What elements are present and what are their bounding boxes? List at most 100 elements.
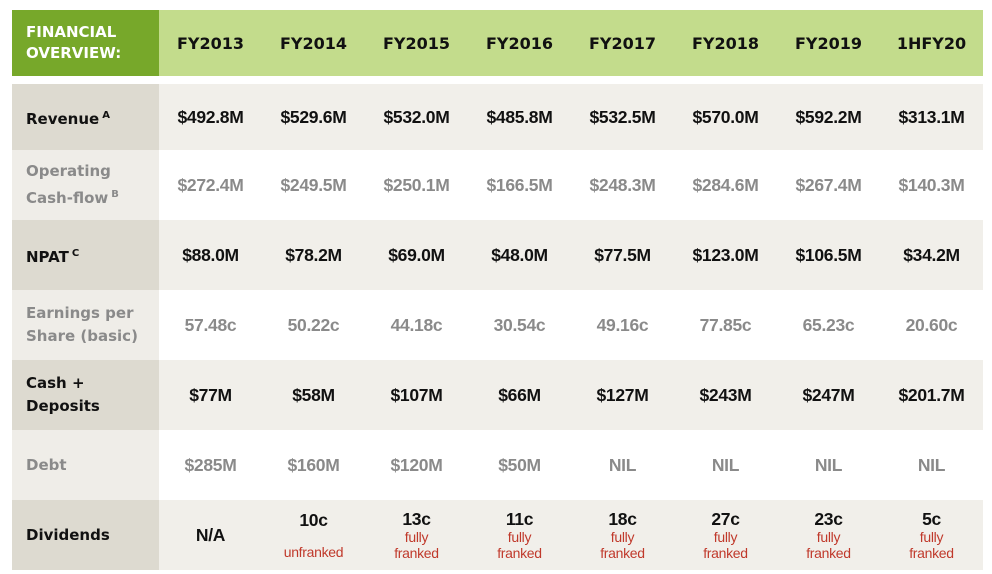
year-header: FY2013 xyxy=(159,10,262,76)
table-cell: $492.8M xyxy=(159,84,262,150)
table-cell: $77M xyxy=(159,360,262,430)
dividend-amount: 11c xyxy=(505,509,534,529)
franking-note: fully xyxy=(507,529,532,545)
franking-note: fully xyxy=(610,529,635,545)
table-row-npat: NPAT C $88.0M $78.2M $69.0M $48.0M $77.5M… xyxy=(12,220,983,290)
table-row-dividends: Dividends N/A 10c unfranked 13c fully fr… xyxy=(12,500,983,570)
dividend-cell: 23c fully franked xyxy=(777,500,880,570)
table-cell: NIL xyxy=(674,430,777,500)
header-row: FINANCIAL OVERVIEW: FY2013 FY2014 FY2015… xyxy=(12,10,983,76)
table-cell: 44.18c xyxy=(365,290,468,360)
table-row-debt: Debt $285M $160M $120M $50M NIL NIL NIL … xyxy=(12,430,983,500)
table-cell: 50.22c xyxy=(262,290,365,360)
dividend-amount: 13c xyxy=(402,509,431,529)
table-cell: 65.23c xyxy=(777,290,880,360)
table-row-eps: Earnings per Share (basic) 57.48c 50.22c … xyxy=(12,290,983,360)
table-cell: $77.5M xyxy=(571,220,674,290)
dividend-amount: N/A xyxy=(195,525,226,545)
year-header: FY2016 xyxy=(468,10,571,76)
table-cell: $592.2M xyxy=(777,84,880,150)
dividend-cell: 13c fully franked xyxy=(365,500,468,570)
franking-note: fully xyxy=(404,529,429,545)
franking-note: fully xyxy=(816,529,841,545)
row-label-operating-cash-flow: Operating Cash-flow B xyxy=(12,150,159,220)
table-cell: $247M xyxy=(777,360,880,430)
table-title-line1: FINANCIAL xyxy=(26,23,117,41)
table-cell: 57.48c xyxy=(159,290,262,360)
dividend-amount: 23c xyxy=(814,509,843,529)
table-cell: $272.4M xyxy=(159,150,262,220)
table-cell: $66M xyxy=(468,360,571,430)
footnote-marker: C xyxy=(71,247,80,259)
franking-note: franked xyxy=(497,545,542,561)
table-cell: $140.3M xyxy=(880,150,983,220)
table-cell: $50M xyxy=(468,430,571,500)
franking-note: franked xyxy=(394,545,439,561)
table-cell: $160M xyxy=(262,430,365,500)
table-cell: 20.60c xyxy=(880,290,983,360)
table-cell: $249.5M xyxy=(262,150,365,220)
table-cell: $570.0M xyxy=(674,84,777,150)
footnote-marker: B xyxy=(111,189,119,200)
year-header: FY2014 xyxy=(262,10,365,76)
year-header: FY2017 xyxy=(571,10,674,76)
row-label-npat: NPAT C xyxy=(12,220,159,290)
franking-note: unfranked xyxy=(283,544,344,560)
table-cell: $485.8M xyxy=(468,84,571,150)
footnote-marker: A xyxy=(102,109,110,121)
row-label-revenue: Revenue A xyxy=(12,84,159,150)
franking-note: franked xyxy=(703,545,748,561)
table-cell: $532.0M xyxy=(365,84,468,150)
dividend-cell: 18c fully franked xyxy=(571,500,674,570)
row-label-debt: Debt xyxy=(12,430,159,500)
franking-note: fully xyxy=(713,529,738,545)
financial-overview-table: FINANCIAL OVERVIEW: FY2013 FY2014 FY2015… xyxy=(12,10,983,570)
table-cell: $34.2M xyxy=(880,220,983,290)
dividend-amount: 10c xyxy=(299,510,328,530)
franking-note: fully xyxy=(919,529,944,545)
table-cell: 30.54c xyxy=(468,290,571,360)
table-cell: $69.0M xyxy=(365,220,468,290)
year-header: FY2018 xyxy=(674,10,777,76)
year-header: 1HFY20 xyxy=(880,10,983,76)
table-cell: $78.2M xyxy=(262,220,365,290)
dividend-amount: 5c xyxy=(922,509,941,529)
table-cell: $267.4M xyxy=(777,150,880,220)
dividend-cell: N/A xyxy=(159,500,262,570)
franking-note: franked xyxy=(600,545,645,561)
table-cell: $248.3M xyxy=(571,150,674,220)
table-cell: NIL xyxy=(777,430,880,500)
table-cell: $88.0M xyxy=(159,220,262,290)
table-cell: $166.5M xyxy=(468,150,571,220)
franking-note: franked xyxy=(806,545,851,561)
table-cell: $285M xyxy=(159,430,262,500)
table-cell: $243M xyxy=(674,360,777,430)
table-row-revenue: Revenue A $492.8M $529.6M $532.0M $485.8M… xyxy=(12,84,983,150)
dividend-cell: 27c fully franked xyxy=(674,500,777,570)
table-row-operating-cash-flow: Operating Cash-flow B $272.4M $249.5M $250… xyxy=(12,150,983,220)
table-cell: NIL xyxy=(880,430,983,500)
table-cell: $250.1M xyxy=(365,150,468,220)
table-cell: 49.16c xyxy=(571,290,674,360)
table-cell: $123.0M xyxy=(674,220,777,290)
year-header: FY2019 xyxy=(777,10,880,76)
table-cell: NIL xyxy=(571,430,674,500)
table-cell: $127M xyxy=(571,360,674,430)
row-label-eps: Earnings per Share (basic) xyxy=(12,290,159,360)
year-header: FY2015 xyxy=(365,10,468,76)
table-row-cash-deposits: Cash + Deposits $77M $58M $107M $66M $127… xyxy=(12,360,983,430)
dividend-amount: 27c xyxy=(711,509,740,529)
dividend-amount: 18c xyxy=(608,509,637,529)
dividend-cell: 11c fully franked xyxy=(468,500,571,570)
table-cell: $529.6M xyxy=(262,84,365,150)
table-cell: $58M xyxy=(262,360,365,430)
table-cell: $106.5M xyxy=(777,220,880,290)
table-cell: $313.1M xyxy=(880,84,983,150)
table-cell: $532.5M xyxy=(571,84,674,150)
table-cell: $120M xyxy=(365,430,468,500)
table-cell: 77.85c xyxy=(674,290,777,360)
table-cell: $48.0M xyxy=(468,220,571,290)
table-cell: $284.6M xyxy=(674,150,777,220)
franking-note: franked xyxy=(909,545,954,561)
table-cell: $201.7M xyxy=(880,360,983,430)
